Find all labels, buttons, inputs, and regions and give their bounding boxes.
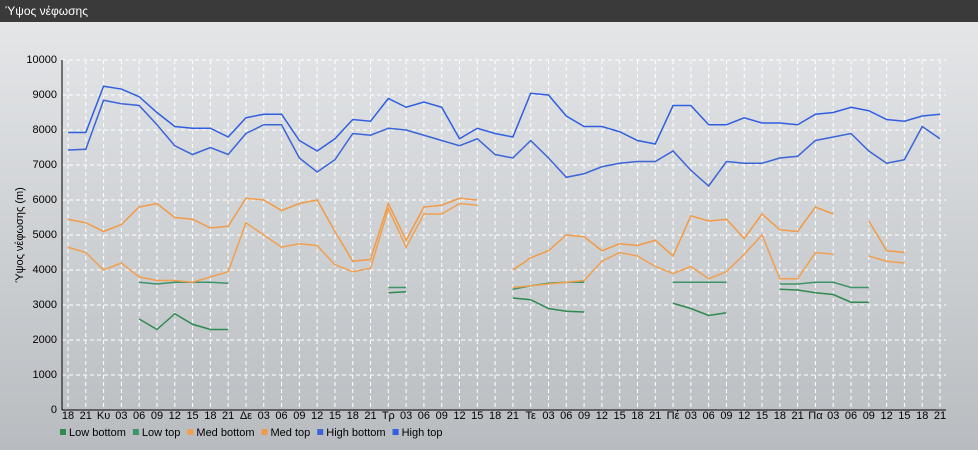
series-line: [68, 85, 941, 152]
x-tick-label: 18: [489, 410, 501, 422]
x-tick-label: Δε: [240, 410, 252, 422]
series-line: [779, 281, 869, 289]
series-line: [672, 302, 727, 317]
legend-label: High bottom: [326, 427, 385, 439]
x-tick-label: 06: [560, 410, 572, 422]
x-tick-label: 12: [880, 410, 892, 422]
x-tick-label: 18: [204, 410, 216, 422]
x-tick-label: 15: [898, 410, 910, 422]
x-tick-label: 03: [542, 410, 554, 422]
y-tick-label: 7000: [33, 159, 57, 171]
x-tick-label: 15: [329, 410, 341, 422]
y-tick-label: 9000: [33, 89, 57, 101]
x-tick-label: Τε: [525, 410, 536, 422]
x-tick-label: 21: [934, 410, 946, 422]
legend-swatch: [187, 429, 194, 435]
x-tick-label: 12: [738, 410, 750, 422]
x-tick-label: 15: [614, 410, 626, 422]
series-line: [139, 281, 229, 285]
window-title: Ύψος νέφωσης: [5, 4, 88, 18]
x-tick-label: 21: [364, 410, 376, 422]
x-tick-label: 12: [596, 410, 608, 422]
x-tick-label: 15: [756, 410, 768, 422]
series-line: [512, 297, 585, 313]
x-tick-label: 03: [400, 410, 412, 422]
series-line: [779, 288, 869, 303]
x-tick-label: 06: [418, 410, 430, 422]
legend-swatch: [392, 429, 399, 435]
y-tick-label: 10000: [26, 54, 57, 66]
y-tick-label: 5000: [33, 229, 57, 241]
x-tick-label: 03: [827, 410, 839, 422]
legend-label: Low bottom: [69, 427, 126, 439]
x-tick-label: Πέ: [667, 410, 680, 422]
series-line: [512, 233, 834, 289]
x-tick-label: 21: [80, 410, 92, 422]
x-tick-label: Κυ: [97, 410, 110, 422]
x-tick-label: Τρ: [382, 410, 395, 422]
x-tick-label: 18: [347, 410, 359, 422]
y-axis-label: Ύψος νέφωσης (m): [14, 187, 26, 283]
x-tick-label: 09: [720, 410, 732, 422]
y-tick-label: 0: [51, 404, 57, 416]
y-tick-label: 3000: [33, 299, 57, 311]
series-line: [868, 220, 905, 254]
y-tick-label: 4000: [33, 264, 57, 276]
x-tick-label: 12: [311, 410, 323, 422]
legend-label: Med bottom: [196, 427, 254, 439]
x-tick-label: 03: [115, 410, 127, 422]
x-tick-label: Πα: [808, 410, 823, 422]
legend-swatch: [132, 429, 139, 435]
x-tick-label: 09: [436, 410, 448, 422]
x-tick-label: 03: [258, 410, 270, 422]
x-tick-label: 18: [916, 410, 928, 422]
legend-label: Med top: [271, 427, 311, 439]
series-line: [138, 312, 229, 331]
x-tick-label: 06: [275, 410, 287, 422]
x-tick-label: 21: [507, 410, 519, 422]
x-tick-label: 15: [186, 410, 198, 422]
title-bar: [0, 0, 978, 22]
y-tick-label: 2000: [33, 334, 57, 346]
y-tick-label: 6000: [33, 194, 57, 206]
series-line: [67, 197, 478, 263]
x-tick-label: 12: [169, 410, 181, 422]
x-tick-label: 12: [453, 410, 465, 422]
x-tick-label: 21: [792, 410, 804, 422]
y-tick-label: 1000: [33, 369, 57, 381]
series-line: [388, 290, 407, 294]
legend-label: Low top: [142, 427, 181, 439]
series-line: [67, 99, 941, 188]
x-tick-label: 15: [471, 410, 483, 422]
x-tick-label: 21: [649, 410, 661, 422]
x-tick-label: 09: [863, 410, 875, 422]
x-tick-label: 06: [133, 410, 145, 422]
series-line: [868, 255, 905, 264]
x-tick-label: 18: [62, 410, 74, 422]
y-tick-label: 8000: [33, 124, 57, 136]
x-tick-label: 06: [845, 410, 857, 422]
x-tick-label: 18: [774, 410, 786, 422]
x-tick-label: 06: [703, 410, 715, 422]
legend-swatch: [60, 429, 66, 435]
x-tick-label: 09: [293, 410, 305, 422]
x-tick-label: 03: [685, 410, 697, 422]
x-tick-label: 09: [151, 410, 163, 422]
legend-label: High top: [402, 427, 443, 439]
x-tick-label: 09: [578, 410, 590, 422]
series-line: [67, 202, 478, 284]
legend-swatch: [261, 429, 268, 435]
series-line: [512, 206, 834, 271]
legend-swatch: [317, 429, 324, 435]
x-tick-label: 21: [222, 410, 234, 422]
x-tick-label: 18: [631, 410, 643, 422]
